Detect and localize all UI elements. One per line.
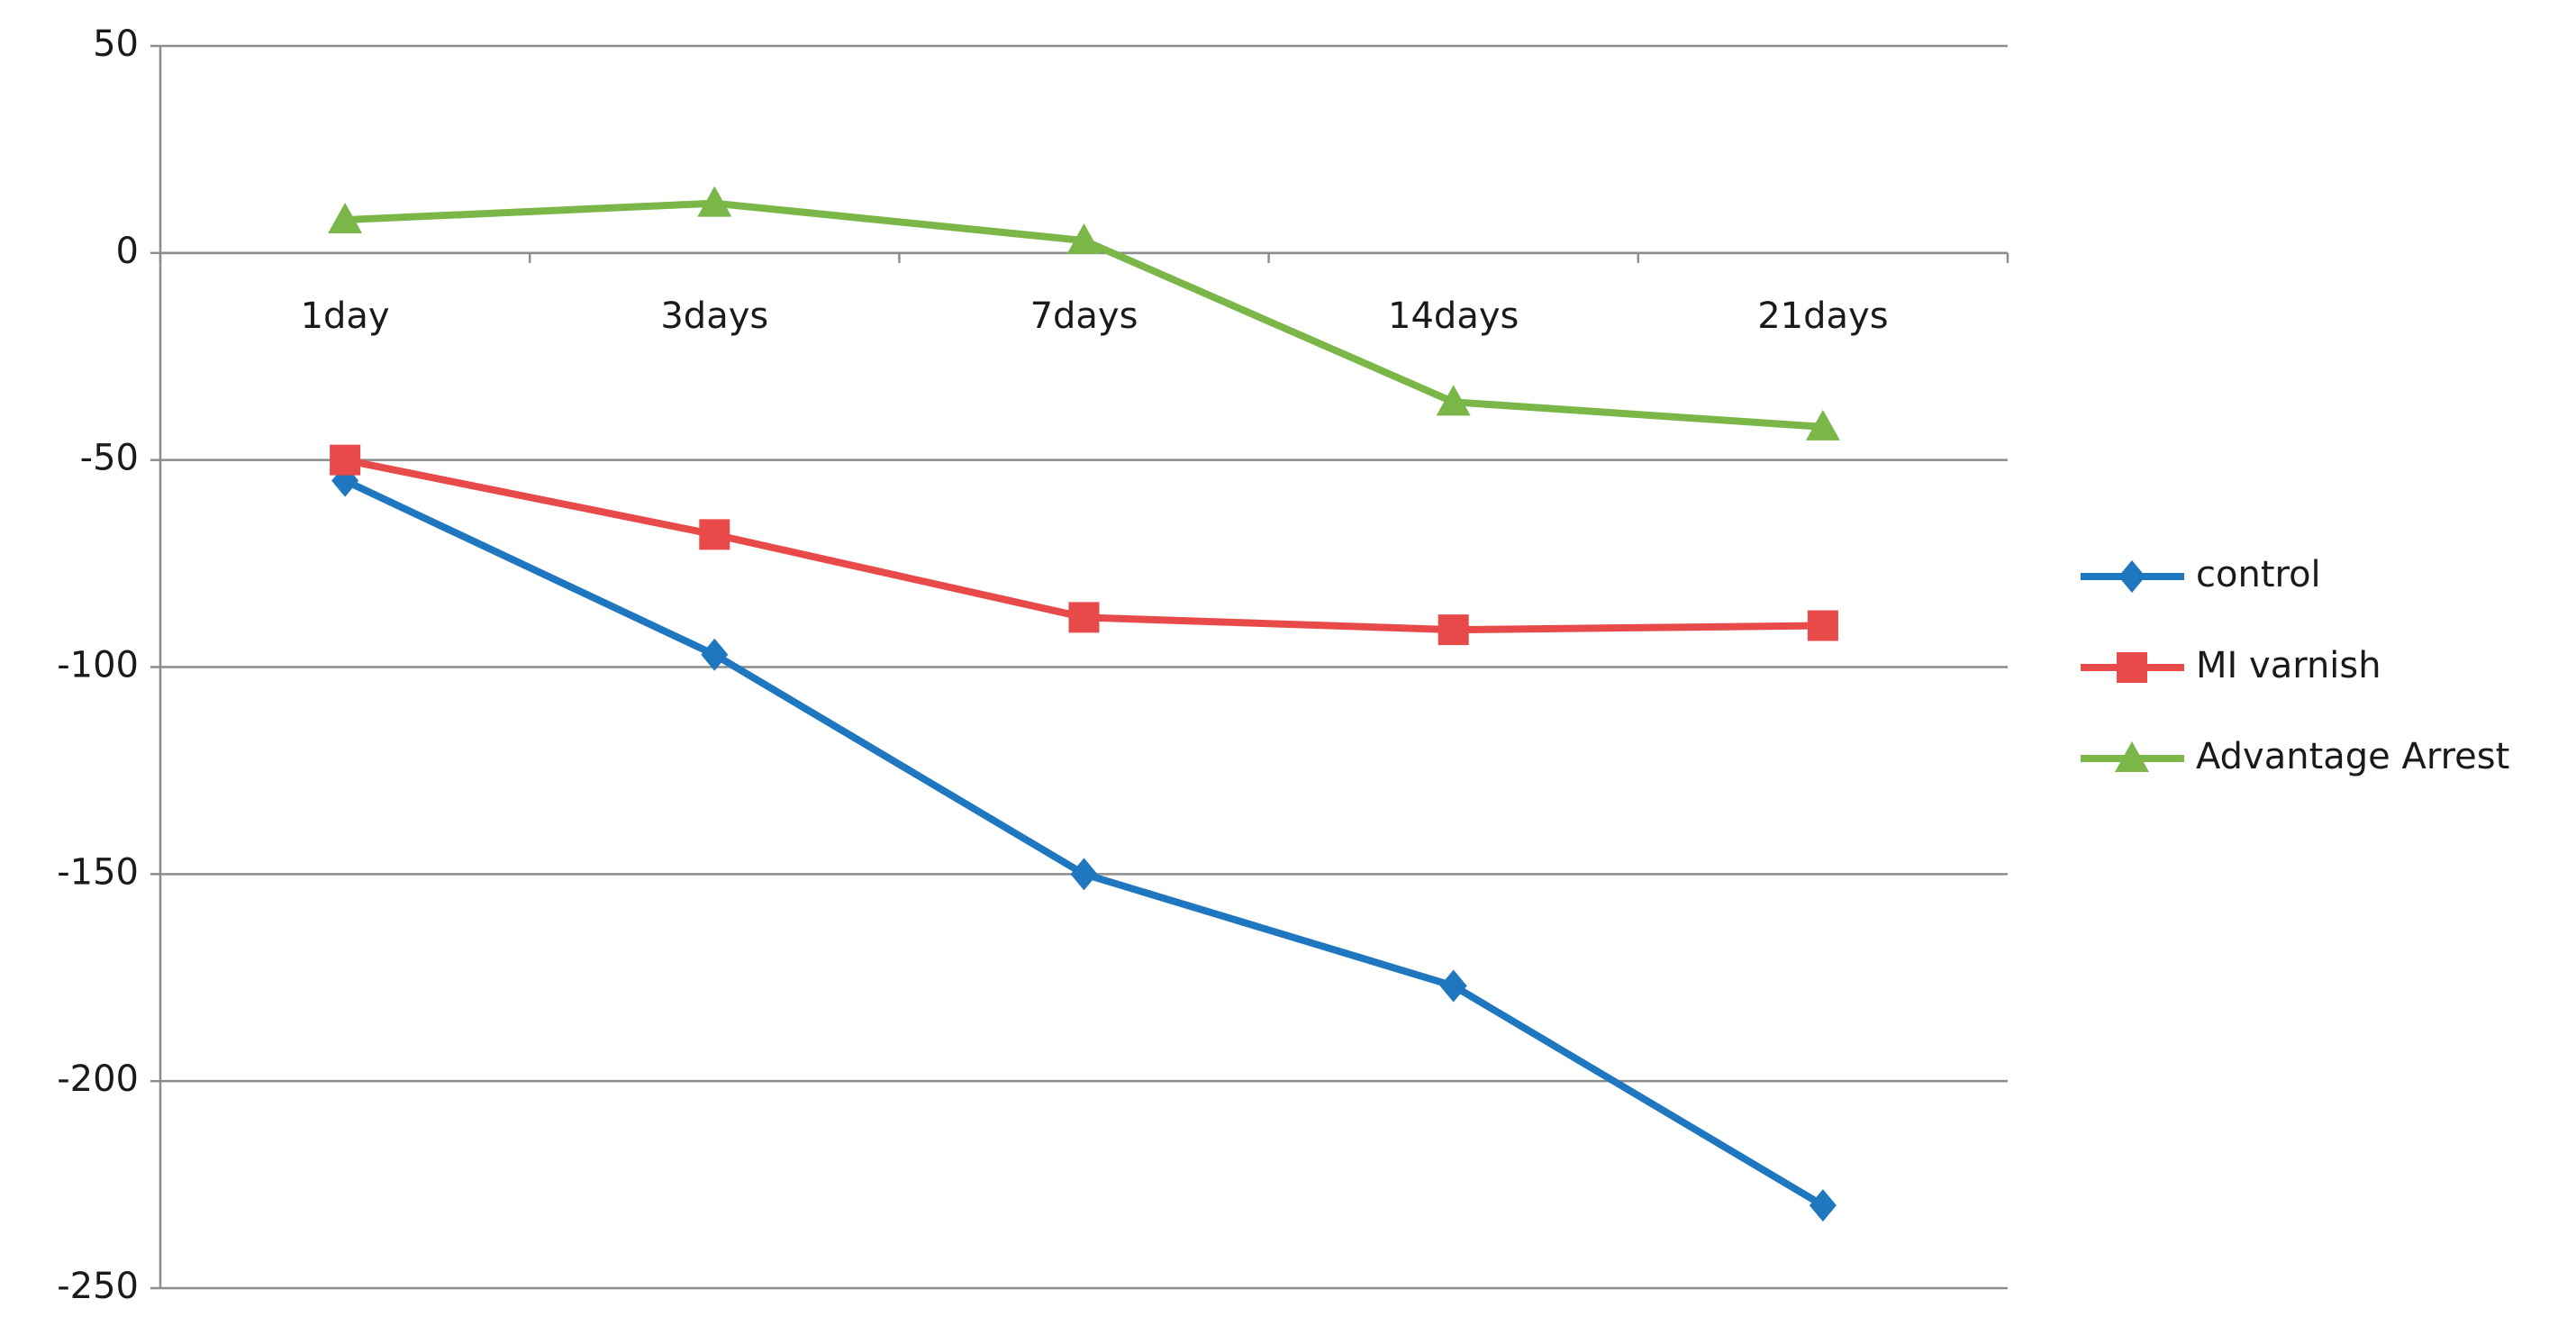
y-tick-label: -100 [57, 645, 139, 686]
point [1809, 1189, 1837, 1222]
point [1436, 385, 1471, 416]
point [1066, 223, 1102, 255]
y-tick-label: -250 [57, 1266, 139, 1307]
y-tick-label: 50 [93, 23, 139, 65]
legend-marker [2118, 560, 2145, 593]
legend-marker [2117, 652, 2147, 683]
legend-label: MI varnish [2196, 645, 2381, 686]
legend-label: Advantage Arrest [2196, 736, 2509, 777]
x-tick-label: 21days [1757, 295, 1888, 337]
line [343, 477, 1825, 1209]
x-tick-label: 7days [1030, 295, 1138, 337]
point [1439, 969, 1467, 1003]
legend-label: control [2196, 554, 2321, 595]
point [1805, 409, 1840, 440]
point [697, 186, 732, 217]
y-tick-label: -150 [57, 851, 139, 893]
x-tick-label: 14days [1388, 295, 1519, 337]
y-tick-label: -200 [57, 1058, 139, 1100]
y-tick-label: -50 [80, 438, 139, 479]
point [699, 519, 730, 550]
point [330, 444, 361, 476]
legend-marker [2115, 741, 2149, 772]
point [1068, 602, 1100, 633]
point [1438, 614, 1469, 646]
x-tick-label: 3days [660, 295, 768, 337]
point [701, 638, 729, 671]
point [1807, 610, 1838, 641]
y-tick-label: 0 [116, 231, 139, 272]
x-tick-label: 1day [301, 295, 390, 337]
point [328, 203, 363, 234]
point [1070, 858, 1098, 891]
